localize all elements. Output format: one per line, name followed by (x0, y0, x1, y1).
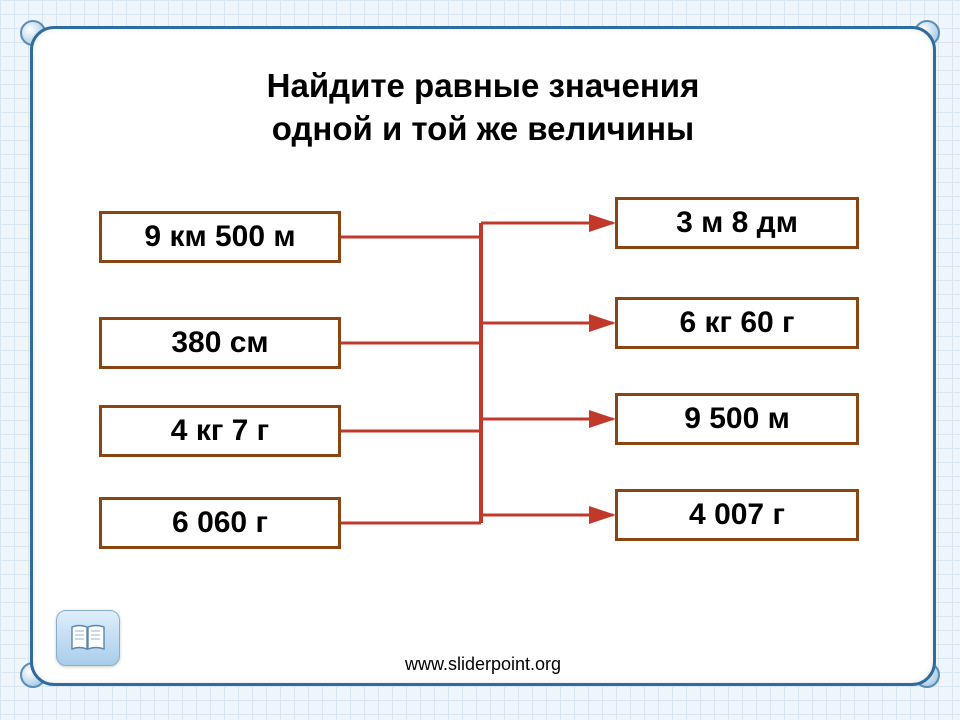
title: Найдите равные значения одной и той же в… (33, 65, 933, 151)
left-box[interactable]: 9 км 500 м (99, 211, 341, 263)
title-line-1: Найдите равные значения (267, 67, 700, 104)
content-panel: Найдите равные значения одной и той же в… (30, 26, 936, 686)
left-box[interactable]: 4 кг 7 г (99, 405, 341, 457)
title-line-2: одной и той же величины (272, 110, 695, 147)
footer-link[interactable]: www.sliderpoint.org (33, 654, 933, 675)
right-box[interactable]: 4 007 г (615, 489, 859, 541)
right-box[interactable]: 3 м 8 дм (615, 197, 859, 249)
book-icon (69, 623, 107, 653)
right-box[interactable]: 9 500 м (615, 393, 859, 445)
left-box[interactable]: 6 060 г (99, 497, 341, 549)
slide-frame: Найдите равные значения одной и той же в… (0, 0, 960, 720)
left-box[interactable]: 380 см (99, 317, 341, 369)
back-button[interactable] (56, 610, 120, 666)
right-box[interactable]: 6 кг 60 г (615, 297, 859, 349)
